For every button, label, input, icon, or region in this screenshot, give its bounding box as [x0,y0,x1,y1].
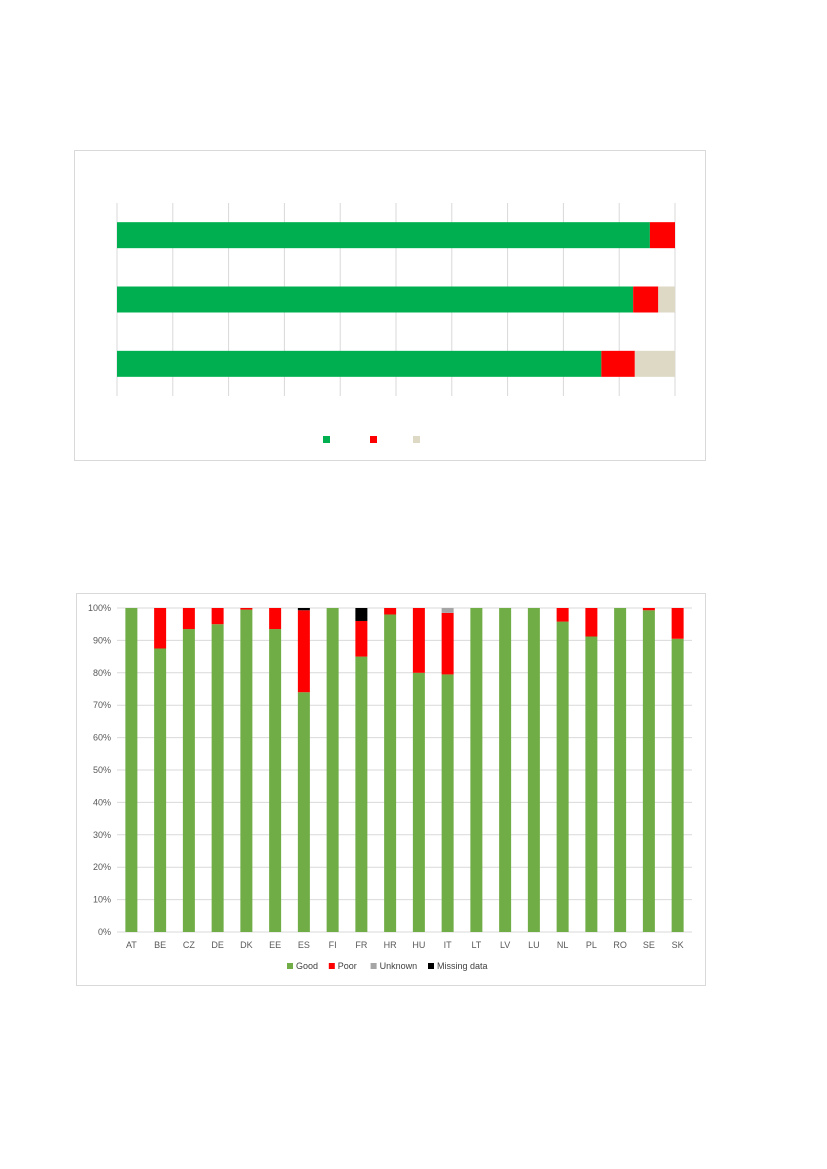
legend-label: Poor [338,961,357,971]
bar-segment [585,608,598,637]
x-tick-label: DK [240,940,253,950]
legend-swatch [413,436,420,443]
legend-swatch [370,963,377,969]
x-tick-label: RO [613,940,627,950]
y-tick-label: 30% [93,830,111,840]
bar-segment [470,608,483,932]
x-tick-label: HR [384,940,397,950]
bar-segment [297,608,310,611]
x-tick-label: FI [329,940,337,950]
chart-top [74,150,706,461]
x-tick-label: FR [355,940,367,950]
bar-segment [117,222,650,249]
bar-segment [297,610,310,693]
x-tick-label: DE [211,940,224,950]
chart-bottom-canvas: 0% 10% 20% 30% 40% 50% 60% 70% 80% 90% 100% AT BE CZ D… [88,603,692,971]
bar-segment [240,609,253,932]
x-tick-label: LU [528,940,540,950]
bar-segment [499,608,512,932]
bar-segment [297,692,310,932]
bar-segment [556,608,569,622]
bar-segment [384,614,397,932]
bar-segment [642,610,655,932]
x-tick-label: AT [126,940,137,950]
x-tick-label: ES [298,940,310,950]
bar-segment [117,286,634,313]
x-tick-label: EE [269,940,281,950]
y-tick-label: 90% [93,635,111,645]
y-tick-label: 10% [93,895,111,905]
bar-segment [634,350,675,377]
bar-segment [125,608,138,932]
bar-segment [269,608,282,630]
bar-segment [649,222,675,249]
x-tick-label: SK [672,940,684,950]
x-tick-label: CZ [183,940,195,950]
legend-swatch [328,963,335,969]
bar-segment [182,629,195,932]
bar-segment [614,608,627,932]
y-tick-label: 70% [93,700,111,710]
bar-segment [384,608,397,615]
bar-segment [412,672,425,932]
bar-segment [585,636,598,932]
bar-segment [355,608,368,621]
y-tick-label: 100% [88,603,111,613]
bar-segment [527,608,540,932]
x-tick-label: HU [412,940,425,950]
bar-segment [441,612,454,675]
y-tick-label: 50% [93,765,111,775]
bar-segment [642,608,655,611]
bar-segment [633,286,659,313]
x-tick-label: LV [500,940,510,950]
x-tick-label: IT [444,940,453,950]
bar-segment [355,620,368,657]
bar-segment [671,608,684,639]
bar-segment [154,648,167,932]
y-tick-label: 60% [93,733,111,743]
x-tick-label: SE [643,940,655,950]
bar-segment [240,608,253,610]
bar-segment [211,624,224,932]
chart-bathing-water-quality: 0% 10% 20% 30% 40% 50% 60% 70% 80% 90% 100% AT BE CZ D… [76,593,706,986]
legend-label: Good [296,961,318,971]
bar-segment [117,350,602,377]
y-tick-label: 80% [93,668,111,678]
bar-segment [355,656,368,932]
bar-segment [154,608,167,649]
bar-segment [441,608,454,613]
bar-segment [658,286,675,313]
legend-swatch [370,436,377,443]
legend-label: Unknown [380,961,418,971]
bar-segment [269,629,282,932]
legend-swatch [428,963,434,969]
bar-segment [556,621,569,932]
x-tick-label: PL [586,940,597,950]
bar-segment [441,674,454,932]
bar-segment [671,638,684,932]
legend-swatch [323,436,330,443]
legend-label: Missing data [437,961,488,971]
y-tick-label: 0% [98,927,111,937]
bar-segment [601,350,635,377]
y-tick-label: 40% [93,797,111,807]
x-tick-label: NL [557,940,569,950]
legend-swatch [287,963,293,969]
bar-segment [326,608,339,932]
y-tick-label: 20% [93,862,111,872]
chart-top-canvas [116,203,676,443]
bar-segment [412,608,425,673]
x-tick-label: LT [471,940,481,950]
bar-segment [182,608,195,630]
bar-segment [211,608,224,625]
x-tick-label: BE [154,940,166,950]
